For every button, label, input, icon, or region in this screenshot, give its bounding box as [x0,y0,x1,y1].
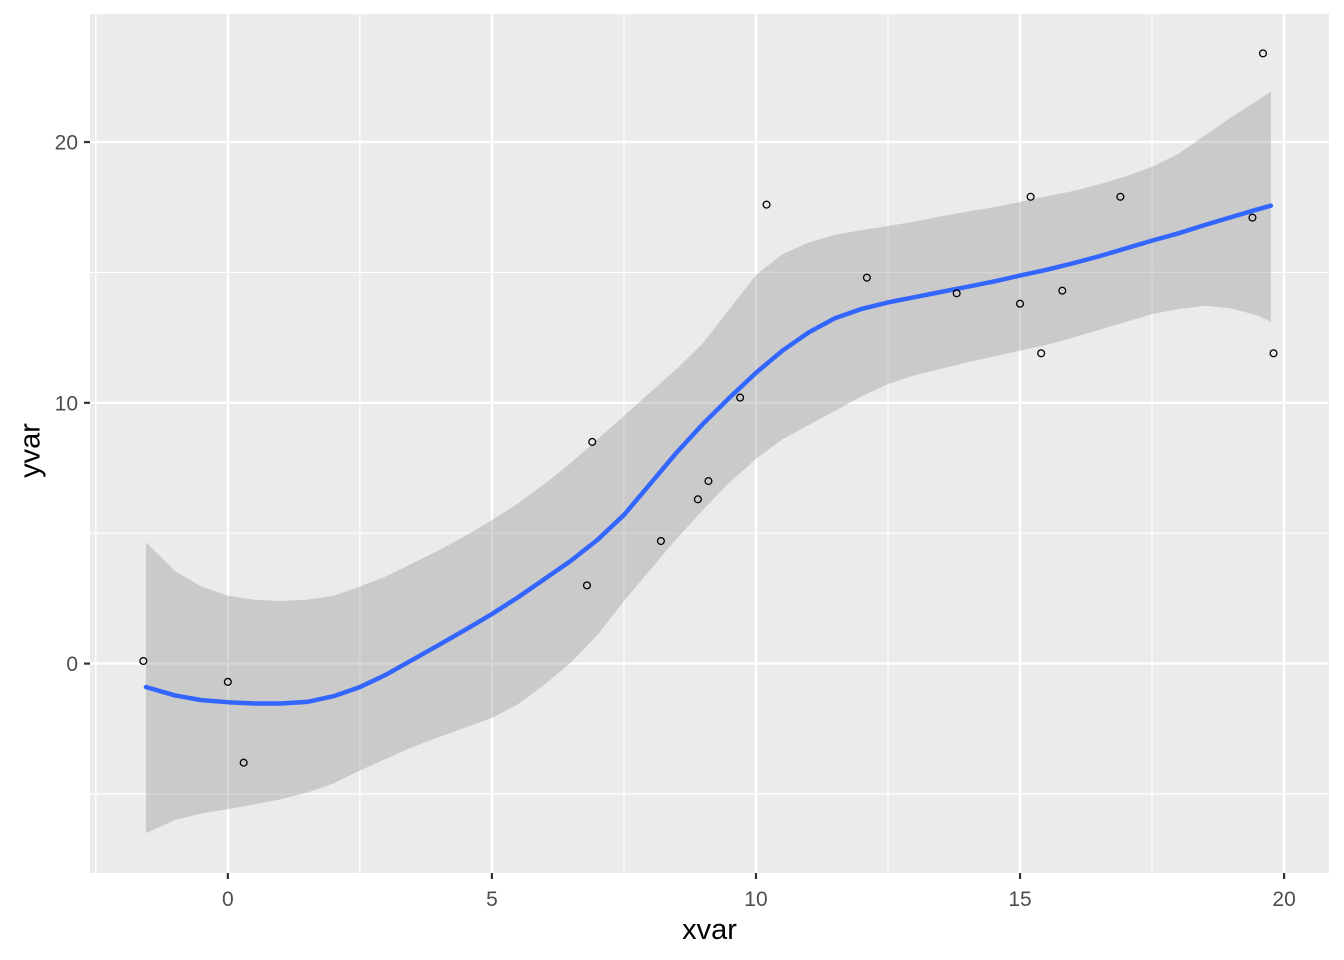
data-point [1037,349,1046,358]
data-point [139,656,148,666]
data-point [1116,192,1125,201]
x-tick-label: 10 [744,888,767,911]
plot-panel [90,14,1329,873]
data-point [862,273,871,282]
x-tick-label: 0 [222,888,234,911]
data-point [1058,286,1067,295]
data-point [1269,349,1278,358]
data-point [1026,192,1035,201]
data-point [704,477,713,486]
data-point [1248,213,1257,222]
data-point [239,758,248,767]
smooth-line [143,203,1274,706]
data-point [588,437,597,446]
x-axis-title: xvar [682,914,737,946]
data-point [1258,49,1268,58]
data-point [1015,299,1025,308]
data-point [736,393,745,402]
data-point [223,677,232,686]
y-tick-label: 10 [55,392,78,415]
x-tick-label: 15 [1008,888,1031,911]
y-tick-label: 20 [55,132,78,155]
y-axis-title: yvar [15,423,47,478]
x-tick-label: 5 [486,888,498,911]
data-point [582,581,592,590]
y-tick-label: 0 [66,653,78,676]
confidence-ribbon [145,91,1271,834]
data-point [762,200,771,209]
data-point [952,289,961,298]
data-point [693,495,702,504]
data-point [656,536,665,546]
x-tick-label: 20 [1272,888,1295,911]
